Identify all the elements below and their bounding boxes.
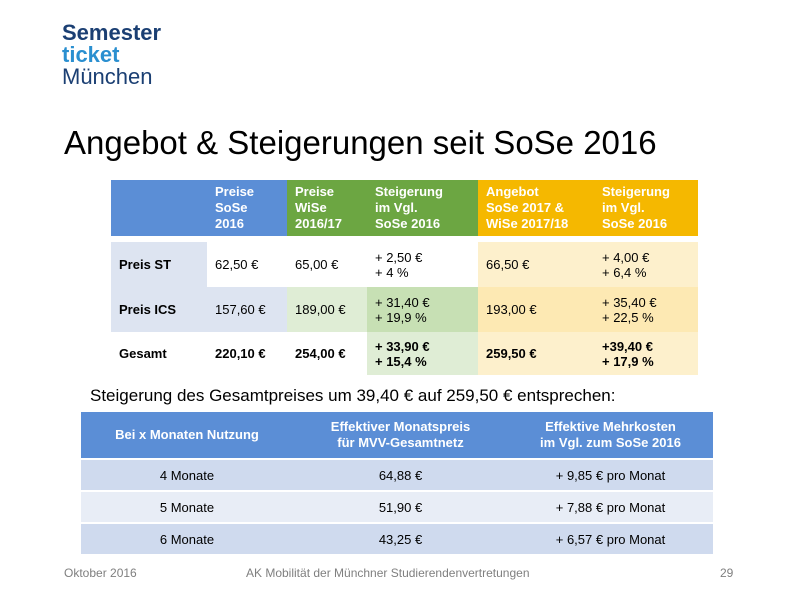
cell-steigerung-1: + 2,50 € + 4 %: [367, 242, 478, 287]
cell-months: 4 Monate: [81, 458, 293, 491]
cell-angebot: 66,50 €: [478, 242, 594, 287]
header-empty: [111, 180, 207, 236]
cell-text: + 17,9 %: [602, 353, 654, 369]
logo: Semester ticket München: [62, 22, 161, 88]
footer-page-number: 29: [720, 566, 734, 580]
cell-text: + 6,4 %: [602, 264, 647, 280]
price-table: Preise SoSe 2016 Preise WiSe 2016/17 Ste…: [111, 180, 698, 375]
table-row: Preis ST 62,50 € 65,00 € + 2,50 € + 4 % …: [111, 242, 698, 287]
header-text: für MVV-Gesamtnetz: [337, 435, 464, 450]
header-text: Steigerung: [375, 184, 443, 199]
cell-text: + 4 %: [375, 264, 409, 280]
cell-steigerung-2: + 4,00 € + 6,4 %: [594, 242, 698, 287]
cell-angebot: 259,50 €: [478, 332, 594, 375]
table-row: 6 Monate 43,25 € + 6,57 € pro Monat: [81, 522, 713, 554]
header-text: Steigerung: [602, 184, 670, 199]
cell-steigerung-2: +39,40 € + 17,9 %: [594, 332, 698, 375]
header-text: SoSe 2016: [602, 216, 668, 231]
header-months: Bei x Monaten Nutzung: [81, 412, 293, 459]
header-steigerung-1: Steigerung im Vgl. SoSe 2016: [367, 180, 478, 236]
logo-line-1: Semester: [62, 20, 162, 45]
cell-text: + 33,90 €: [375, 338, 430, 354]
header-angebot: Angebot SoSe 2017 & WiSe 2017/18: [478, 180, 594, 236]
header-text: 2016/17: [295, 216, 342, 231]
header-text: SoSe: [215, 200, 248, 215]
cell-text: + 2,50 €: [375, 249, 423, 265]
header-text: Effektive Mehrkosten: [545, 419, 676, 434]
header-text: Effektiver Monatspreis: [330, 419, 471, 434]
header-text: im Vgl. zum SoSe 2016: [540, 435, 681, 450]
cell-sose: 62,50 €: [207, 242, 287, 287]
table-row: Gesamt 220,10 € 254,00 € + 33,90 € + 15,…: [111, 332, 698, 375]
cell-text: + 19,9 %: [375, 309, 427, 325]
cell-steigerung-2: + 35,40 € + 22,5 %: [594, 287, 698, 332]
header-text: 2016: [215, 216, 244, 231]
cell-wise: 189,00 €: [287, 287, 367, 332]
cell-text: + 35,40 €: [602, 294, 657, 310]
cell-months: 6 Monate: [81, 522, 293, 554]
row-label: Preis ST: [111, 242, 207, 287]
header-text: SoSe 2016: [375, 216, 441, 231]
logo-line-2: ticket: [62, 42, 120, 67]
footer-date: Oktober 2016: [64, 566, 137, 580]
cell-text: + 15,4 %: [375, 353, 427, 369]
cell-extra: + 7,88 € pro Monat: [508, 490, 713, 523]
table-row: 4 Monate 64,88 € + 9,85 € pro Monat: [81, 458, 713, 491]
header-text: im Vgl.: [375, 200, 418, 215]
cell-price: 64,88 €: [293, 458, 508, 491]
logo-line-3: München: [62, 64, 153, 89]
header-text: Preise: [215, 184, 255, 199]
cell-text: + 22,5 %: [602, 309, 654, 325]
header-text: im Vgl.: [602, 200, 645, 215]
header-monthly-price: Effektiver Monatspreis für MVV-Gesamtnet…: [293, 412, 508, 459]
monthly-table: Bei x Monaten Nutzung Effektiver Monatsp…: [81, 412, 713, 554]
header-extra-cost: Effektive Mehrkosten im Vgl. zum SoSe 20…: [508, 412, 713, 459]
cell-price: 43,25 €: [293, 522, 508, 554]
footer-org: AK Mobilität der Münchner Studierendenve…: [246, 566, 530, 580]
header-sose2016: Preise SoSe 2016: [207, 180, 287, 236]
header-text: SoSe 2017 &: [486, 200, 565, 215]
cell-price: 51,90 €: [293, 490, 508, 523]
header-steigerung-2: Steigerung im Vgl. SoSe 2016: [594, 180, 698, 236]
header-wise2016: Preise WiSe 2016/17: [287, 180, 367, 236]
cell-sose: 220,10 €: [207, 332, 287, 375]
cell-extra: + 9,85 € pro Monat: [508, 458, 713, 491]
cell-steigerung-1: + 33,90 € + 15,4 %: [367, 332, 478, 375]
cell-text: +39,40 €: [602, 338, 653, 354]
cell-extra: + 6,57 € pro Monat: [508, 522, 713, 554]
row-label: Preis ICS: [111, 287, 207, 332]
cell-wise: 254,00 €: [287, 332, 367, 375]
cell-steigerung-1: + 31,40 € + 19,9 %: [367, 287, 478, 332]
cell-text: + 4,00 €: [602, 249, 650, 265]
cell-months: 5 Monate: [81, 490, 293, 523]
header-text: Preise: [295, 184, 335, 199]
slide-title: Angebot & Steigerungen seit SoSe 2016: [64, 124, 657, 161]
header-text: Angebot: [486, 184, 539, 199]
cell-wise: 65,00 €: [287, 242, 367, 287]
cell-sose: 157,60 €: [207, 287, 287, 332]
table-row: 5 Monate 51,90 € + 7,88 € pro Monat: [81, 490, 713, 523]
row-label: Gesamt: [111, 332, 207, 375]
subtitle: Steigerung des Gesamtpreises um 39,40 € …: [90, 386, 616, 405]
header-text: WiSe: [295, 200, 327, 215]
cell-angebot: 193,00 €: [478, 287, 594, 332]
cell-text: + 31,40 €: [375, 294, 430, 310]
table-row: Preis ICS 157,60 € 189,00 € + 31,40 € + …: [111, 287, 698, 332]
header-text: WiSe 2017/18: [486, 216, 569, 231]
